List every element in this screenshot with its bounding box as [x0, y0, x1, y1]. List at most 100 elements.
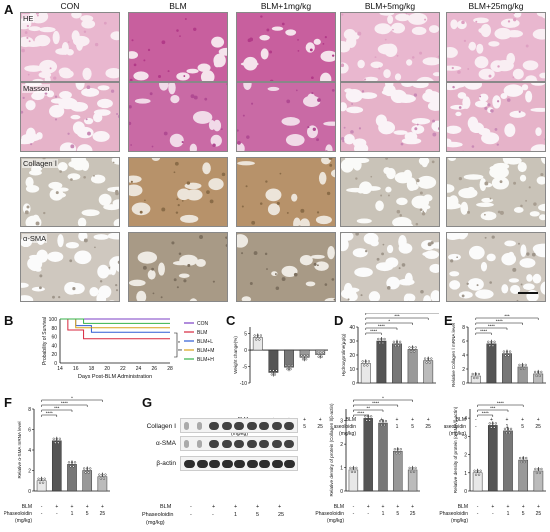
alveolus [76, 126, 94, 139]
bar [502, 353, 512, 384]
bar [407, 349, 418, 384]
data-point [471, 372, 474, 376]
cell-nucleus [176, 29, 179, 32]
cell-nucleus [307, 125, 310, 129]
dose-sign: 25 [410, 511, 416, 517]
blm-sign: - [475, 417, 477, 423]
alveolus [314, 261, 329, 271]
bar [503, 430, 513, 492]
cell-nucleus [241, 205, 244, 208]
panel-label-b: B [4, 313, 14, 328]
data-point [306, 354, 309, 357]
alveolus [404, 293, 416, 301]
western-blot: Collagen Ⅰ α-SMA β-actin BLM Phaseoloidin (mg… [140, 404, 300, 530]
alveolus [525, 90, 533, 103]
alveolus [538, 203, 545, 212]
y-tick-label: 20 [349, 353, 355, 359]
data-point [69, 465, 72, 468]
legend-label: BLM+H [197, 357, 214, 363]
data-point [255, 338, 258, 341]
alveolus [535, 127, 542, 137]
cell-nucleus [384, 38, 387, 41]
alveolus [424, 250, 439, 260]
cell-nucleus [437, 55, 439, 58]
alveolus [29, 262, 40, 272]
data-point [380, 423, 383, 427]
blm-sign: + [71, 504, 74, 510]
data-point [378, 341, 381, 345]
blm-sign: - [190, 504, 192, 510]
blm-sign: - [353, 504, 355, 510]
alveolus [377, 43, 397, 55]
cell-nucleus [177, 203, 180, 207]
alveolus [178, 273, 190, 278]
row-label-blm: BLM [334, 504, 344, 510]
blot-label: Collagen Ⅰ [146, 423, 176, 430]
alveolus [341, 238, 349, 252]
panel-label-e: E [444, 313, 453, 328]
cell-nucleus [374, 56, 377, 59]
alveolus [427, 101, 439, 111]
dose-sign: 1 [71, 511, 74, 517]
data-point [525, 456, 528, 460]
alveolus [467, 278, 484, 291]
alveolus [76, 144, 93, 151]
sig-mark: **** [357, 411, 364, 416]
cell-nucleus [30, 143, 33, 146]
alveolus [411, 117, 431, 125]
alveolus [259, 34, 270, 41]
blm-sign: + [507, 504, 510, 510]
histology-row-label: Collagen Ⅰ [22, 159, 58, 168]
data-point [364, 415, 367, 418]
alveolus [464, 83, 483, 90]
cell-nucleus [520, 204, 523, 208]
cell-nucleus [350, 130, 354, 134]
alveolus [500, 18, 520, 28]
cell-nucleus [476, 284, 479, 287]
histology-column-1: BLM [169, 1, 187, 11]
data-point [42, 481, 45, 484]
cell-nucleus [499, 180, 503, 184]
cell-nucleus [69, 259, 73, 263]
cell-nucleus [407, 300, 409, 301]
alveolus [504, 123, 516, 138]
alveolus [169, 133, 184, 148]
blm-sign: + [303, 417, 306, 423]
blm-sign: - [477, 504, 479, 510]
sig-bracket [365, 322, 413, 325]
data-point [289, 368, 292, 371]
alveolus [48, 181, 63, 190]
data-point [368, 419, 371, 422]
alveolus [379, 13, 395, 16]
data-point [502, 350, 505, 353]
y-tick-label: 4 [28, 448, 31, 454]
cell-nucleus [245, 185, 248, 188]
row-label-unit: (mg/kg) [146, 520, 165, 526]
cell-nucleus [355, 233, 359, 236]
cell-nucleus [512, 267, 517, 272]
data-point [377, 337, 380, 341]
data-point [473, 469, 476, 472]
cell-nucleus [108, 266, 111, 269]
data-point [392, 340, 395, 343]
alveolus [158, 83, 169, 91]
data-point [269, 369, 272, 372]
alveolus [28, 26, 41, 32]
alveolus [541, 13, 545, 19]
data-point [270, 373, 273, 376]
alveolus [307, 93, 316, 104]
alveolus [407, 183, 419, 191]
row-label-unit: (mg/kg) [231, 431, 248, 437]
data-point [43, 477, 46, 480]
alveolus [531, 83, 545, 86]
cell-nucleus [396, 54, 399, 57]
dose-sign: 5 [521, 424, 524, 430]
cell-nucleus [494, 128, 498, 131]
cell-nucleus [160, 296, 163, 299]
alveolus [57, 162, 68, 172]
blm-sign: + [234, 504, 238, 510]
data-point [284, 364, 287, 367]
alveolus [418, 158, 430, 166]
sig-bracket [174, 332, 178, 358]
alveolus [480, 211, 497, 221]
